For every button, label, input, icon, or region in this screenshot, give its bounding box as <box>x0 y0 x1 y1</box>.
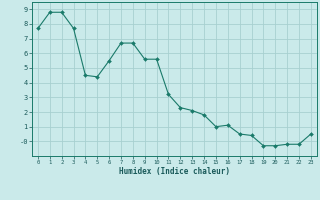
X-axis label: Humidex (Indice chaleur): Humidex (Indice chaleur) <box>119 167 230 176</box>
